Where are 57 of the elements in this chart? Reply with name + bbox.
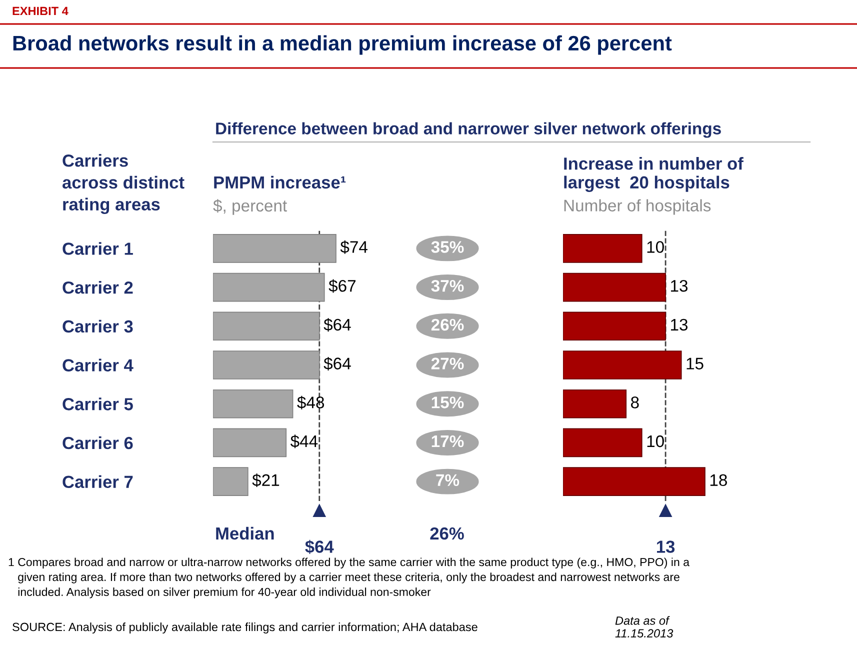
y-axis-title: Carriers across distinct rating areas [62, 154, 184, 214]
data-label: 10 [647, 435, 664, 448]
data-label: $67 [328, 279, 356, 293]
y-tick-label: Carrier 4 [62, 358, 134, 372]
chart-title: PMPM increase¹ [214, 176, 346, 189]
text: 27% [431, 358, 464, 370]
text: 26% [431, 318, 464, 331]
data-label: 15 [686, 358, 704, 370]
bar [563, 467, 706, 496]
text: 17% [432, 435, 464, 448]
data-label: $74 [340, 240, 368, 254]
bar [213, 234, 336, 263]
text: Data as of 11.15.2013 [615, 616, 674, 638]
bar [563, 350, 682, 380]
y-tick-label: Carrier 3 [62, 320, 133, 333]
bar [213, 350, 320, 380]
text: Broad networks result in a median premium increase of 26 percent [13, 35, 672, 55]
data-label: 18 [710, 474, 727, 486]
text: 26% [430, 527, 464, 540]
y-tick-label: Carrier 1 [62, 242, 133, 255]
bar [213, 428, 287, 458]
ref-line-label: 13 [656, 540, 675, 553]
y-tick-label: Carrier 7 [62, 475, 133, 488]
data-label: 8 [631, 396, 639, 408]
bar [213, 312, 320, 341]
text: Difference between broad and narrower silver network offerings [216, 122, 721, 138]
data-label: $64 [324, 318, 351, 332]
text: 1 Compares broad and narrow or ultra-narrow networks offered by the same carrier with the same product type (e.g., HMO, PPO) in a given rating area. If more than two networks offered by a carrier meet these criteria, only the broadest and narrowest networks are included. Analysis based on silver premium for 40-year old individual non-smoker [8, 558, 690, 598]
data-label: 13 [670, 318, 688, 331]
bar [213, 389, 294, 418]
text: 15% [432, 396, 464, 408]
data-label: $64 [324, 356, 351, 370]
chart-subtitle: $, percent [213, 199, 287, 215]
data-label: $48 [297, 396, 324, 410]
text: Median [216, 526, 274, 540]
text: 37% [431, 280, 464, 292]
bar [213, 467, 248, 496]
data-label: 10 [647, 241, 664, 253]
bar [563, 234, 642, 263]
text: 7% [436, 474, 460, 486]
y-tick-label: Carrier 5 [62, 398, 133, 410]
bar [213, 272, 325, 302]
source-note: SOURCE: Analysis of publicly available rate filings and carrier information; AHA database [12, 622, 478, 634]
data-label: 13 [670, 280, 688, 292]
y-tick-label: Carrier 2 [62, 280, 133, 294]
bar [563, 272, 666, 302]
data-label: $44 [290, 434, 318, 448]
y-tick-label: Carrier 6 [62, 436, 133, 450]
bar [563, 389, 627, 418]
data-label: $21 [252, 474, 280, 488]
chart-title: Increase in number of largest 20 hospitals [564, 157, 744, 192]
bar [563, 312, 666, 341]
text: 35% [431, 241, 464, 253]
bar [563, 428, 642, 458]
chart-subtitle: Number of hospitals [564, 199, 711, 215]
text: EXHIBIT 4 [12, 6, 68, 16]
ref-line-label: $64 [305, 540, 334, 554]
